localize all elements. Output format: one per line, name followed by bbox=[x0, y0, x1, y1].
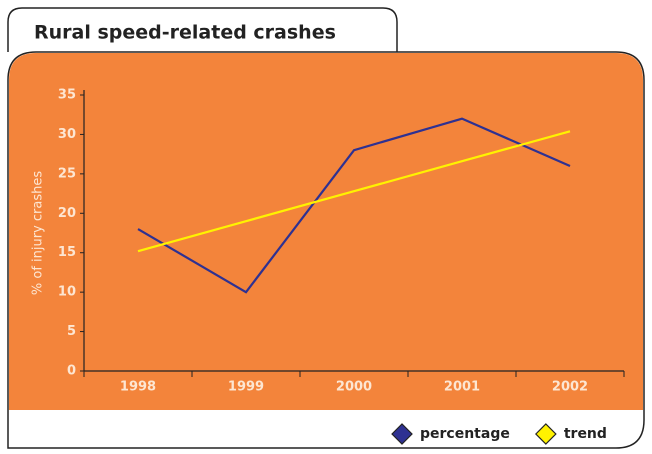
x-tick-label: 2000 bbox=[336, 380, 372, 395]
legend-label: percentage bbox=[420, 426, 510, 442]
y-tick-label: 10 bbox=[58, 285, 76, 300]
legend-swatch bbox=[391, 423, 413, 445]
chart-title: Rural speed-related crashes bbox=[34, 22, 336, 44]
y-tick-label: 5 bbox=[67, 324, 76, 339]
series-line bbox=[137, 130, 571, 253]
y-tick-label: 20 bbox=[58, 206, 76, 221]
y-tick-label: 30 bbox=[58, 127, 76, 142]
legend-label: trend bbox=[564, 426, 607, 442]
plot-panel bbox=[9, 53, 643, 410]
y-axis-label: % of injury crashes bbox=[31, 171, 46, 295]
x-tick-label: 1998 bbox=[120, 380, 156, 395]
x-tick-label: 2002 bbox=[552, 380, 588, 395]
y-tick-label: 35 bbox=[58, 88, 76, 103]
y-tick-label: 25 bbox=[58, 166, 76, 181]
x-tick-label: 1999 bbox=[228, 380, 264, 395]
legend-swatch bbox=[534, 423, 557, 445]
y-tick-label: 0 bbox=[67, 364, 76, 379]
title-tab bbox=[7, 7, 398, 52]
series-line bbox=[137, 117, 571, 294]
y-tick-label: 15 bbox=[58, 245, 76, 260]
x-tick-label: 2001 bbox=[444, 380, 480, 395]
